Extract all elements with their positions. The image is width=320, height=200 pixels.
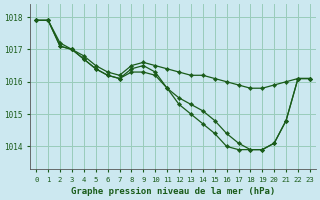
X-axis label: Graphe pression niveau de la mer (hPa): Graphe pression niveau de la mer (hPa) [71, 187, 275, 196]
